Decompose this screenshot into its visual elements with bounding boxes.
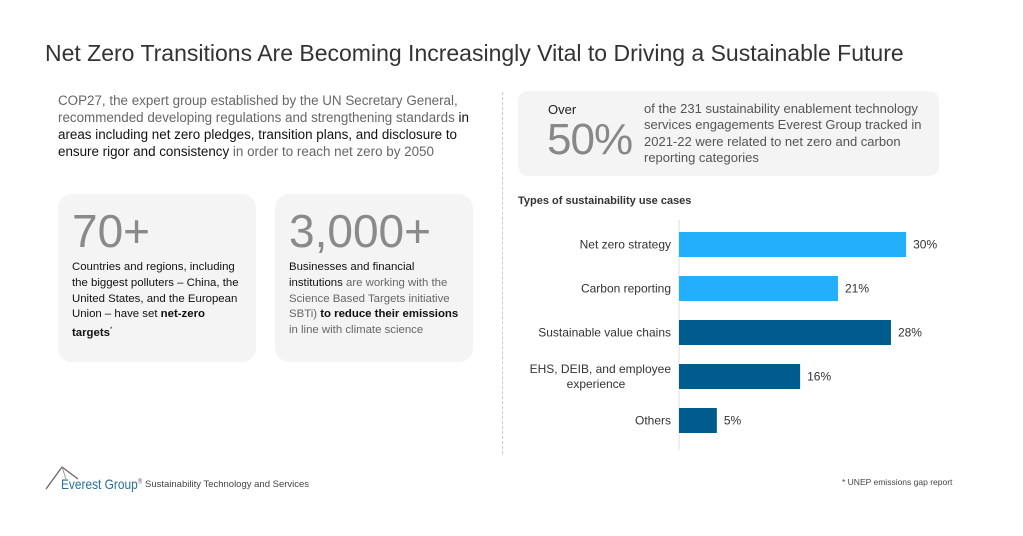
intro-text-end: in order to reach net zero by 2050 [229,144,434,159]
data-label: 30% [913,238,937,252]
bar [679,364,801,389]
footer-subtitle: Sustainability Technology and Services [145,479,310,490]
bar [679,276,838,301]
footnote-marker: * [109,327,113,334]
divider [502,92,503,454]
desc-text-grey: are working with the Science Based Targe… [289,276,450,321]
category-label: Net zero strategy [580,238,671,252]
desc-text: Countries and regions, including the big… [72,261,239,321]
brand-logo-text: Everest Group® [61,476,142,492]
desc-text-end: in line with climate science [289,324,424,337]
bar-chart: 30% Net zero strategy 21% Carbon reporting 2… [530,220,937,450]
data-label: 28% [898,326,922,340]
data-label: 16% [807,370,831,384]
category-label: EHS, DEIB, and employee [530,362,672,376]
stat-description: Businesses and financial institutions ar… [289,260,465,339]
stat-number: 3,000+ [289,205,431,257]
data-label: 5% [724,414,742,428]
category-label: experience [567,377,626,391]
intro-highlight: in areas including net zero pledges, tra… [58,110,469,159]
data-label: 21% [845,282,869,296]
brand-name: Everest Group [61,476,138,492]
stat-number: 70+ [72,205,151,257]
bar [679,232,907,257]
stat-card-countries: 70+ Countries and regions, including the… [58,194,256,362]
stat-text: of the 231 sustainability enablement tec… [644,101,922,165]
intro-text: COP27, the expert group established by t… [58,93,459,125]
bar [679,320,891,345]
intro-paragraph: COP27, the expert group established by t… [58,92,488,160]
registered-mark: ® [137,478,143,486]
category-label: Sustainable value chains [538,326,671,340]
category-label: Others [635,414,671,428]
desc-text: Businesses and financial institutions [289,261,415,289]
desc-bold: to reduce their emissions [320,308,459,321]
bar [679,408,717,433]
stat-description: Countries and regions, including the big… [72,260,248,342]
stat-card-businesses: 3,000+ Businesses and financial institut… [275,194,473,362]
footnote: * UNEP emissions gap report [842,477,953,487]
everest-logo-icon [45,466,79,490]
chart-title: Types of sustainability use cases [518,195,692,207]
category-label: Carbon reporting [581,282,671,296]
stat-over: Over [548,102,577,117]
page-title: Net Zero Transitions Are Becoming Increa… [45,40,904,66]
stat-percent: 50% [547,115,633,164]
stat-box-50: Over 50% of the 231 sustainability enabl… [518,91,939,176]
desc-bold: net-zero targets [72,308,205,339]
